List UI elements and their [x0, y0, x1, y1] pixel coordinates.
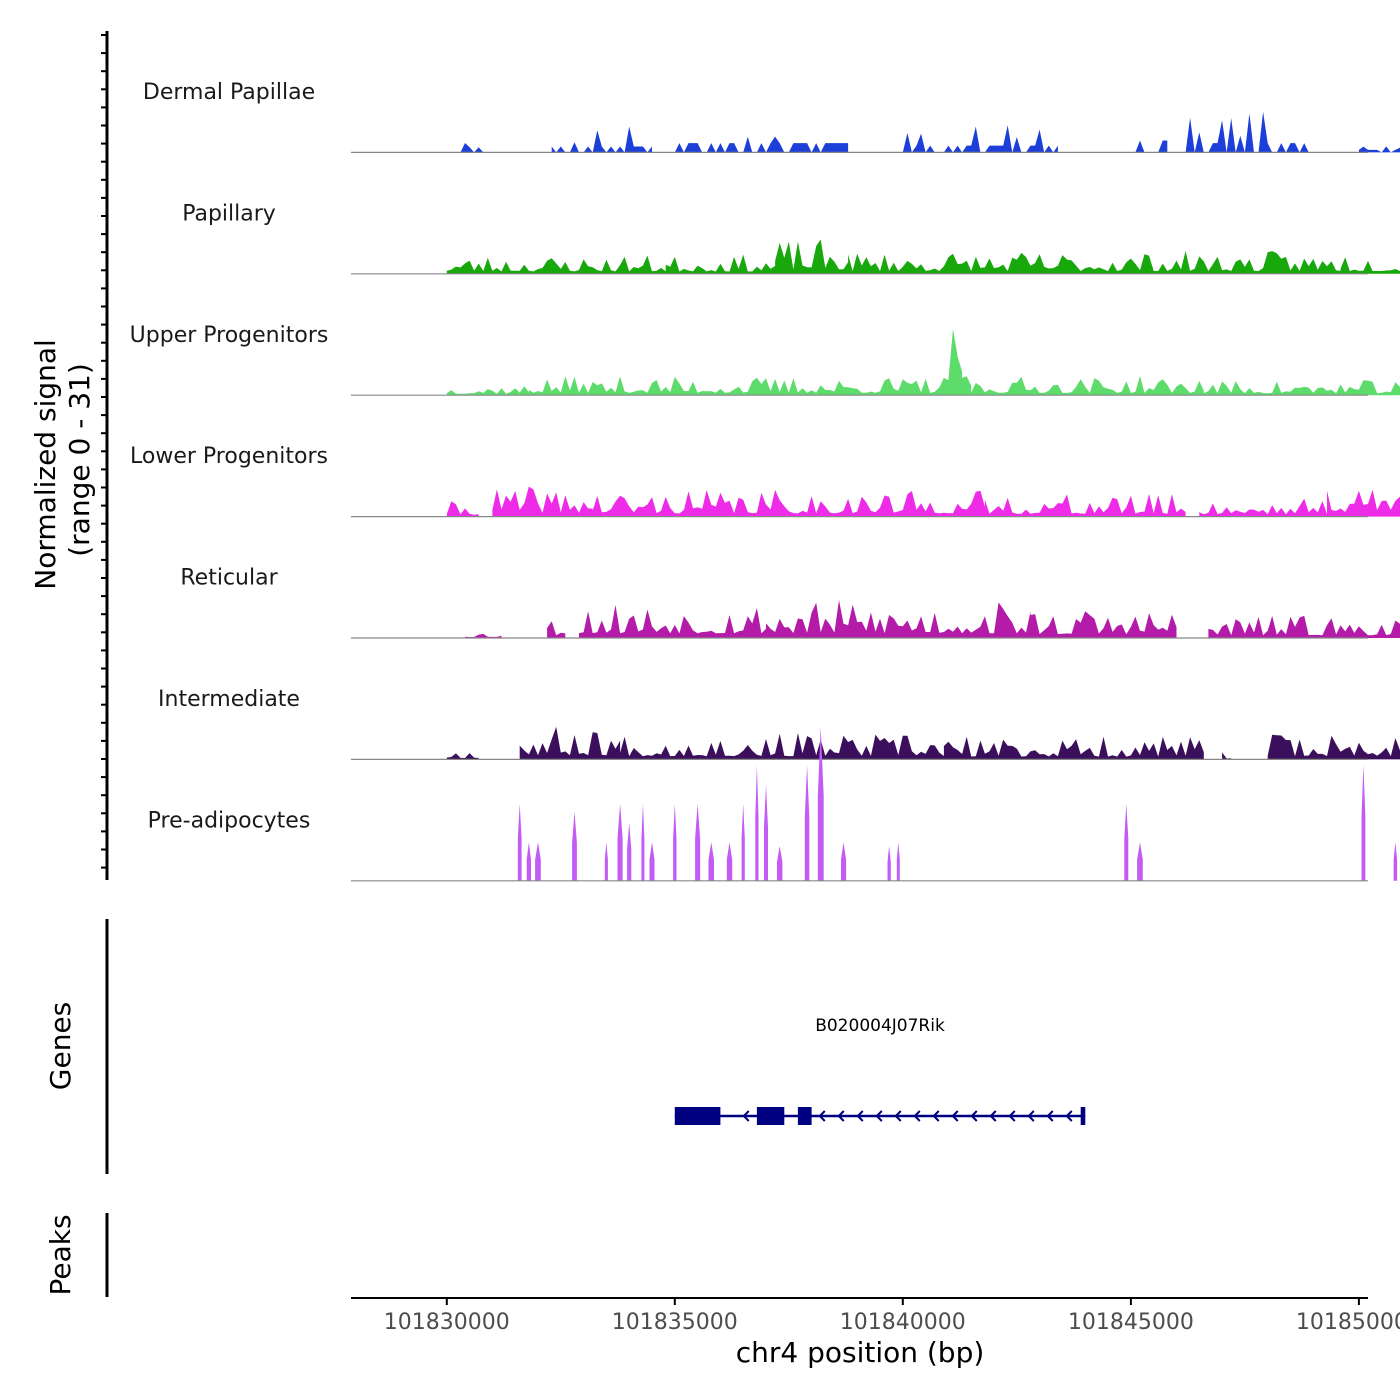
strand-arrow: [1027, 1110, 1035, 1122]
strand-arrow: [837, 1110, 845, 1122]
strand-arrow: [913, 1110, 921, 1122]
y-axis-ticks: [101, 34, 107, 869]
x-tick-label: 101845000: [1068, 1310, 1194, 1335]
track-label: Papillary: [182, 201, 276, 226]
strand-arrow: [1008, 1110, 1016, 1122]
gene-name: B020004J07Rik: [815, 1016, 945, 1036]
strand-arrow: [742, 1110, 750, 1122]
x-tick-label: 101850000: [1296, 1310, 1400, 1335]
gene-exon: [1080, 1107, 1086, 1125]
track-reticular: Reticular: [180, 566, 1400, 639]
strand-arrow: [970, 1110, 978, 1122]
track-label: Intermediate: [158, 687, 300, 712]
track-label: Lower Progenitors: [130, 444, 328, 469]
strand-arrow: [875, 1110, 883, 1122]
strand-arrow: [932, 1110, 940, 1122]
coverage-area: [446, 726, 1400, 760]
genes-label: Genes: [44, 1002, 77, 1090]
x-tick-label: 101830000: [384, 1310, 510, 1335]
coverage-area: [446, 111, 1400, 153]
track-label: Reticular: [180, 566, 278, 591]
strand-arrow: [818, 1110, 826, 1122]
coverage-area: [465, 600, 1400, 638]
gene-exon: [674, 1107, 721, 1125]
strand-arrow: [951, 1110, 959, 1122]
coverage-tracks: Dermal Papillae Papillary Upper Progenitor…: [130, 80, 1400, 882]
x-axis-label: chr4 position (bp): [736, 1336, 985, 1369]
strand-arrow: [989, 1110, 997, 1122]
coverage-area: [446, 486, 1400, 517]
gene-exon: [756, 1107, 785, 1125]
track-pre-adipocytes: Pre-adipocytes: [148, 726, 1398, 882]
track-dermal-papillae: Dermal Papillae: [143, 80, 1400, 153]
track-label: Dermal Papillae: [143, 80, 315, 105]
track-intermediate: Intermediate: [158, 687, 1400, 761]
y-axis-label: Normalized signal (range 0 - 31): [29, 330, 96, 589]
peaks-label: Peaks: [44, 1214, 77, 1295]
x-tick-label: 101840000: [840, 1310, 966, 1335]
gene-track: B020004J07Rik: [674, 1016, 1086, 1125]
track-label: Upper Progenitors: [130, 323, 329, 348]
strand-arrow: [1046, 1110, 1054, 1122]
strand-arrow: [1065, 1110, 1073, 1122]
track-lower-progenitors: Lower Progenitors: [130, 444, 1400, 518]
x-axis-ticks: 101830000 101835000 101840000 101845000 1018…: [384, 1298, 1400, 1335]
coverage-area: [517, 726, 1398, 881]
track-papillary: Papillary: [182, 201, 1400, 275]
track-label: Pre-adipocytes: [148, 808, 311, 833]
strand-arrow: [894, 1110, 902, 1122]
strand-arrow: [856, 1110, 864, 1122]
coverage-area: [446, 239, 1400, 274]
gene-model: B020004J07Rik: [674, 1016, 1086, 1125]
gene-exon: [797, 1107, 812, 1125]
track-upper-progenitors: Upper Progenitors: [130, 323, 1400, 396]
coverage-area: [446, 328, 1400, 396]
x-tick-label: 101835000: [612, 1310, 738, 1335]
